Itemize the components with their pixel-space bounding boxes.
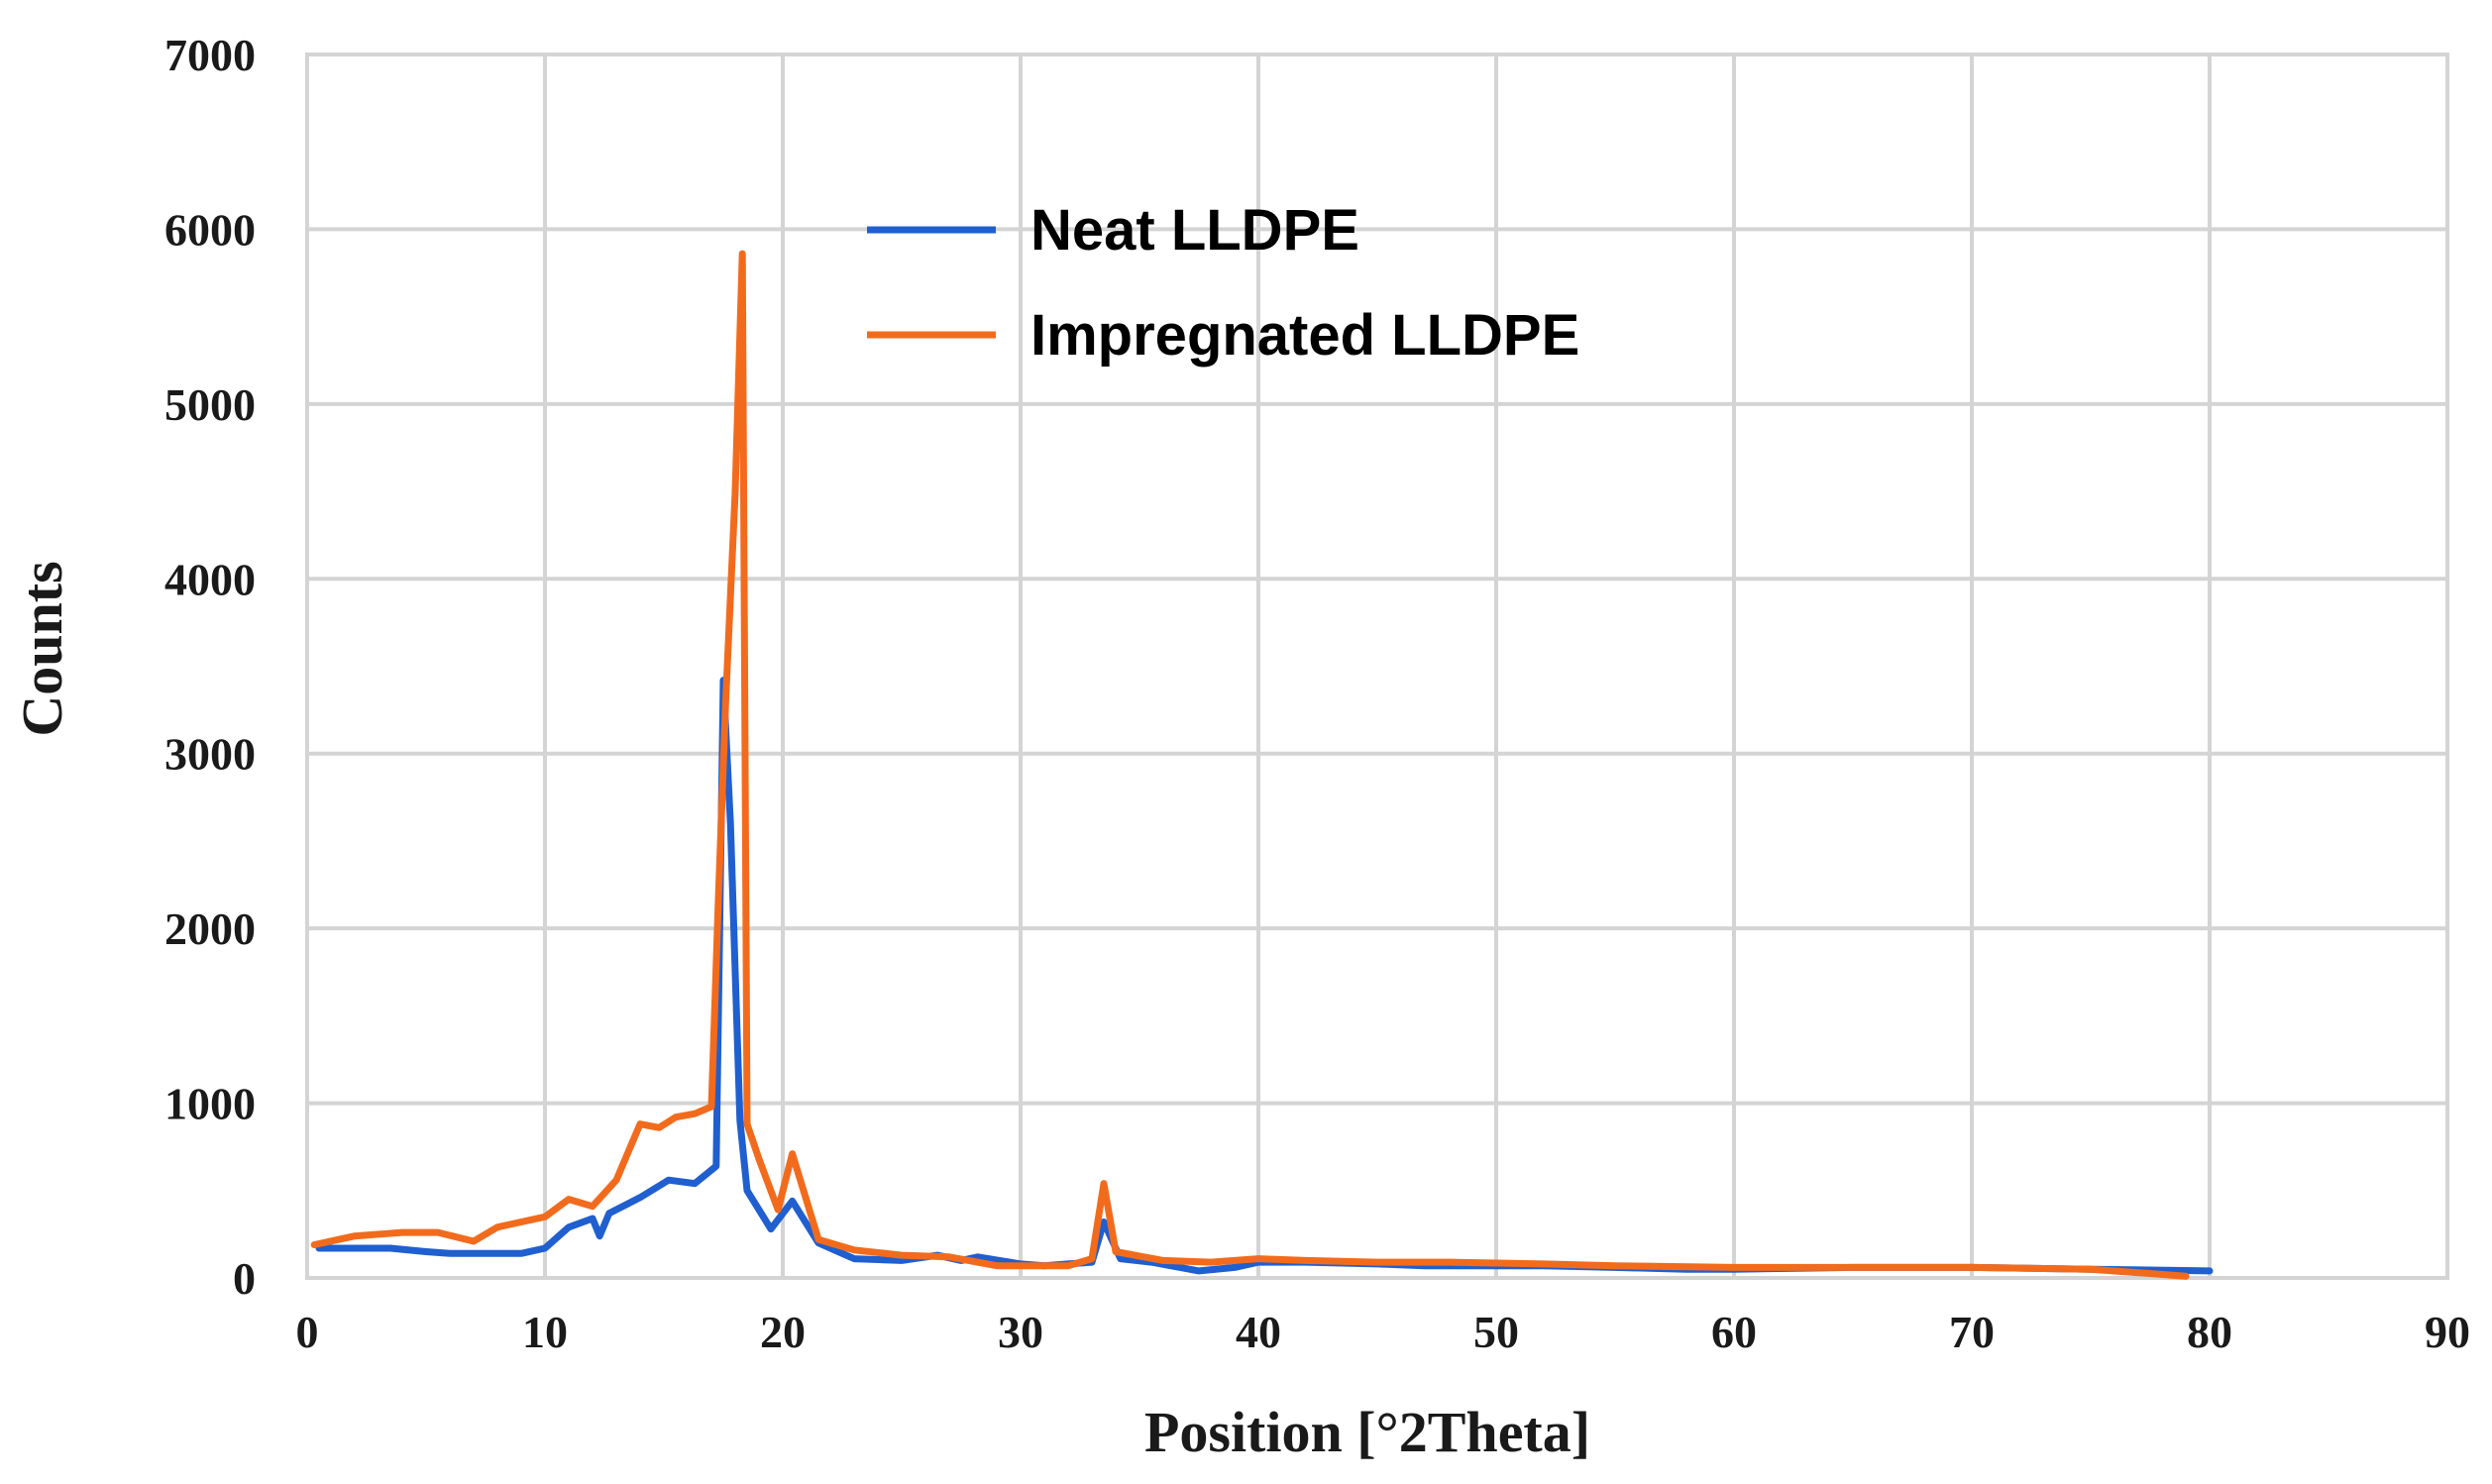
series-line-impregnated-lldpe (310, 250, 2190, 1280)
legend: Neat LLDPE Impregnated LLDPE (867, 198, 1579, 368)
x-axis-tick-labels: 0 10 20 30 40 50 60 70 80 90 (296, 1307, 2471, 1357)
x-tick-label: 90 (2425, 1307, 2470, 1357)
x-tick-label: 0 (296, 1307, 319, 1357)
y-axis-tick-labels: 0 1000 2000 3000 4000 5000 6000 7000 (164, 30, 256, 1304)
x-tick-label: 60 (1711, 1307, 1757, 1357)
y-tick-label: 5000 (164, 379, 256, 430)
series-lines (310, 250, 2214, 1280)
legend-label-neat-lldpe: Neat LLDPE (1030, 198, 1359, 263)
x-tick-label: 80 (2187, 1307, 2232, 1357)
y-axis-title: Counts (10, 561, 74, 736)
y-tick-label: 6000 (164, 204, 256, 255)
y-tick-label: 2000 (164, 903, 256, 954)
y-tick-label: 0 (233, 1253, 256, 1304)
plot-area (305, 53, 2449, 1280)
x-tick-label: 20 (760, 1307, 806, 1357)
x-tick-label: 70 (1949, 1307, 1995, 1357)
x-tick-label: 40 (1236, 1307, 1281, 1357)
y-tick-label: 7000 (164, 30, 256, 80)
x-axis-title: Position [°2Theta] (1144, 1400, 1590, 1464)
y-tick-label: 4000 (164, 554, 256, 604)
legend-label-impregnated-lldpe: Impregnated LLDPE (1030, 303, 1579, 368)
y-tick-label: 1000 (164, 1079, 256, 1129)
x-tick-label: 50 (1473, 1307, 1519, 1357)
y-tick-label: 3000 (164, 729, 256, 780)
x-tick-label: 10 (522, 1307, 568, 1357)
x-tick-label: 30 (998, 1307, 1043, 1357)
